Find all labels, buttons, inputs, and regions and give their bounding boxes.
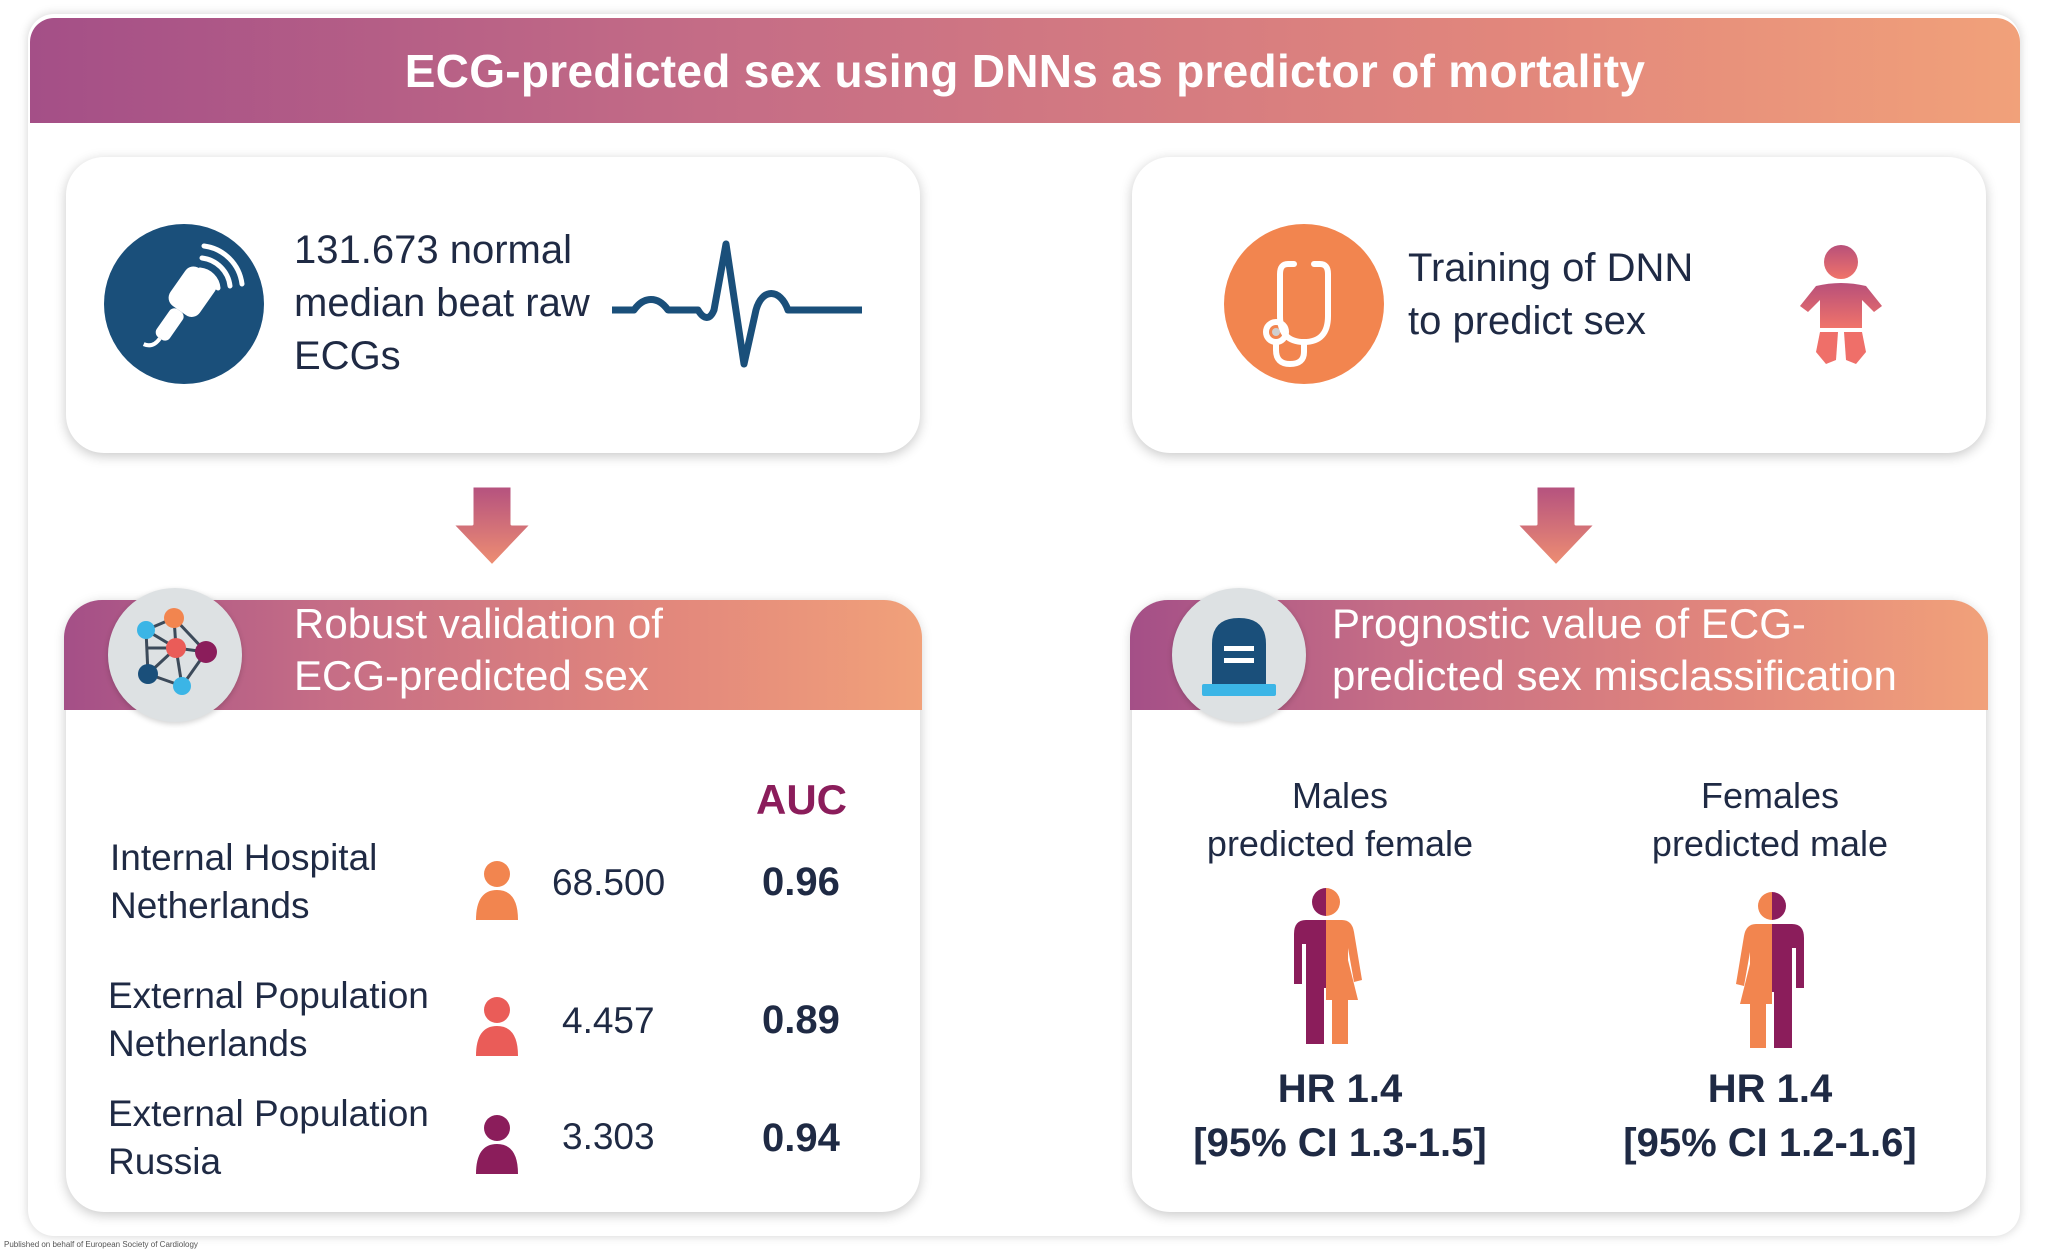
person-icon-magenta: [476, 1115, 518, 1174]
hazard-ratio-females-predicted-male: HR 1.4 [95% CI 1.2-1.6]: [1623, 1067, 1917, 1165]
baby-icon: [1800, 245, 1882, 364]
group-label-males-predicted-female: Males predicted female: [1206, 775, 1474, 864]
cohort-n-internal-netherlands: 68.500: [552, 862, 666, 903]
cohort-auc-external-russia: 0.94: [762, 1116, 840, 1160]
cohort-auc-external-netherlands: 0.89: [762, 998, 840, 1042]
person-icon-coral: [476, 997, 518, 1056]
auc-column-header: AUC: [756, 776, 847, 823]
title-bar: [30, 18, 2020, 123]
ultrasound-probe-icon: [104, 224, 264, 384]
cohort-n-external-russia: 3.303: [562, 1116, 655, 1157]
cohort-label-external-russia: External Population Russia: [108, 1093, 429, 1182]
cohort-label-internal-netherlands: Internal Hospital Netherlands: [110, 837, 378, 926]
tombstone-icon: [1202, 618, 1276, 696]
group-label-females-predicted-male: Females predicted male: [1651, 775, 1889, 864]
male-female-split-icon: [1294, 888, 1362, 1044]
ecg-count-text: 131.673 normal median beat raw ECGs: [294, 228, 590, 378]
stethoscope-icon: [1224, 224, 1384, 384]
page-title: ECG-predicted sex using DNNs as predicto…: [404, 44, 1646, 97]
ecg-waveform-icon: [612, 240, 862, 368]
cohort-auc-internal-netherlands: 0.96: [762, 860, 840, 904]
hazard-ratio-males-predicted-female: HR 1.4 [95% CI 1.3-1.5]: [1193, 1067, 1487, 1165]
cohort-label-external-netherlands: External Population Netherlands: [108, 975, 429, 1064]
publisher-footnote: Published on behalf of European Society …: [4, 1240, 198, 1249]
tombstone-badge: [1172, 588, 1306, 722]
validation-heading: Robust validation of ECG-predicted sex: [294, 600, 663, 699]
training-text: Training of DNN to predict sex: [1408, 246, 1694, 343]
down-arrow-right: [1514, 484, 1598, 568]
network-icon: [137, 608, 217, 695]
person-icon-orange: [476, 861, 518, 920]
network-badge: [108, 588, 242, 722]
cohort-n-external-netherlands: 4.457: [562, 1000, 655, 1041]
down-arrow-left: [450, 484, 534, 568]
prognostic-heading: Prognostic value of ECG- predicted sex m…: [1332, 600, 1897, 699]
female-male-split-icon: [1736, 892, 1804, 1048]
